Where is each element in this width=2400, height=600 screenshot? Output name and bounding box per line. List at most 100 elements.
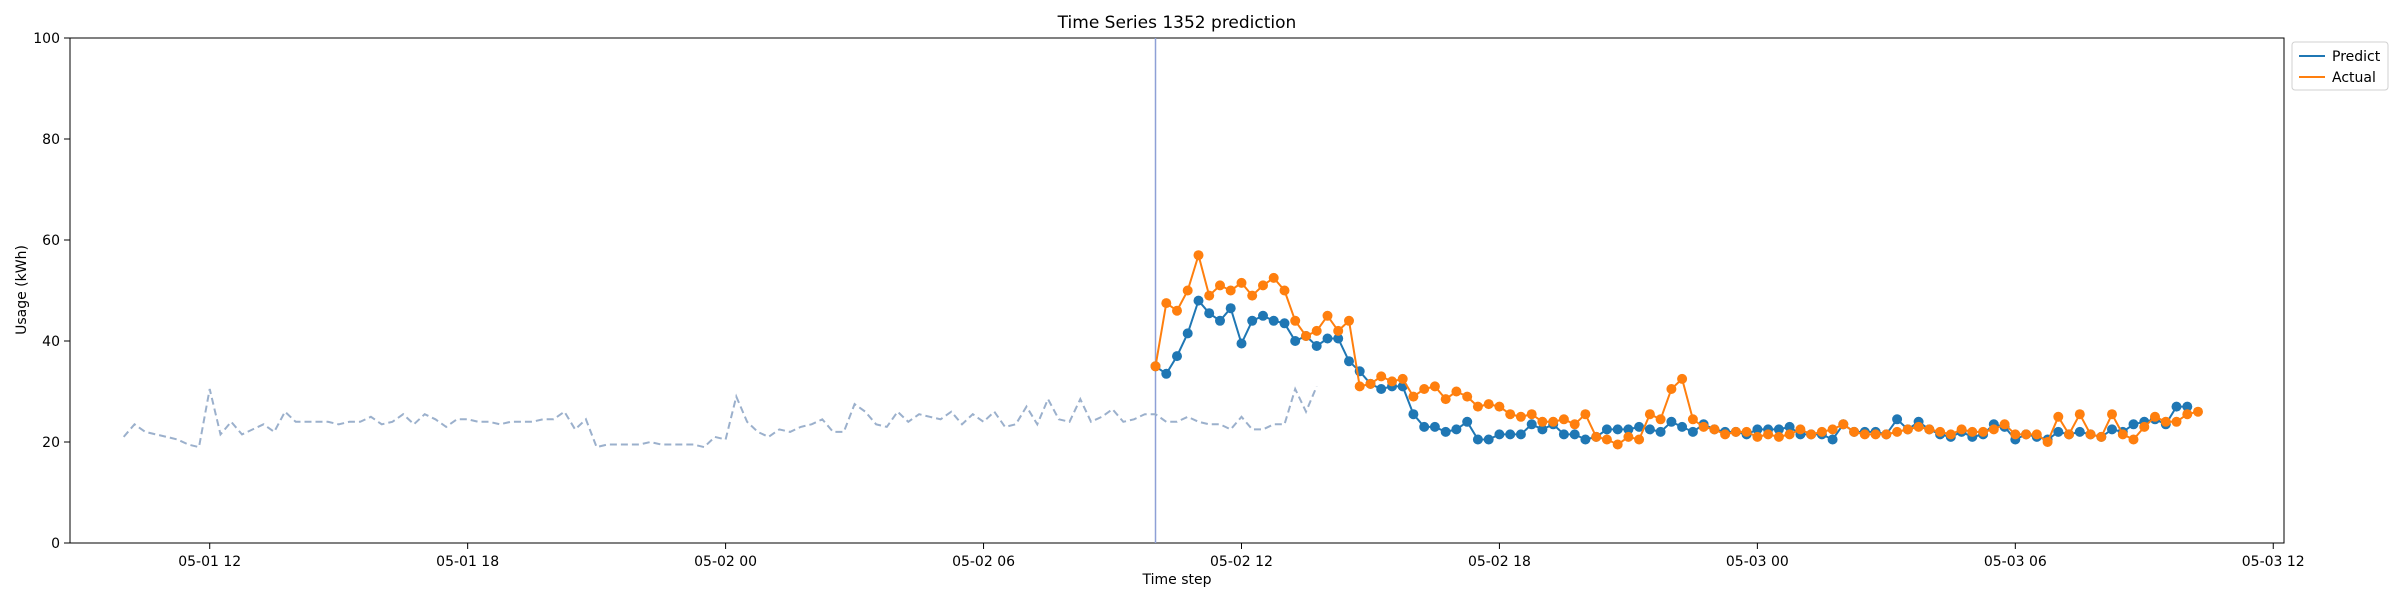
actual-point: [2160, 416, 2171, 427]
predict-point: [1376, 384, 1387, 394]
actual-point: [1172, 305, 1182, 316]
actual-point: [1258, 280, 1268, 291]
predict-point: [1215, 315, 1225, 326]
predict-point: [1483, 434, 1494, 445]
predict-point: [1580, 434, 1591, 445]
predict-point: [2074, 426, 2085, 437]
predict-point: [1236, 338, 1247, 349]
actual-point: [1988, 424, 1999, 435]
actual-point: [1247, 290, 1258, 301]
actual-point: [1741, 426, 1752, 437]
actual-point: [1569, 419, 1580, 430]
actual-point: [1301, 331, 1311, 341]
actual-point: [1472, 401, 1483, 412]
predict-point: [2107, 424, 2117, 435]
actual-point: [1956, 424, 1967, 435]
predict-point: [1515, 429, 1526, 440]
predict-point: [1258, 310, 1268, 321]
predict-point: [1462, 416, 1473, 427]
actual-point: [1623, 431, 1634, 442]
actual-point: [1344, 315, 1354, 326]
actual-point: [2096, 431, 2107, 442]
x-tick-label: 05-01 12: [178, 554, 241, 570]
predict-point: [1634, 421, 1645, 432]
x-tick-label: 05-02 06: [952, 554, 1015, 570]
actual-point: [1634, 434, 1645, 445]
legend-label-actual: Actual: [2332, 70, 2376, 86]
actual-point: [1666, 384, 1677, 394]
actual-point: [1730, 426, 1741, 437]
actual-point: [1612, 439, 1623, 450]
predict-point: [1892, 414, 1903, 425]
actual-point: [1419, 384, 1430, 394]
y-tick-label: 20: [42, 435, 60, 451]
predict-point: [1569, 429, 1580, 440]
legend-label-predict: Predict: [2332, 49, 2381, 65]
actual-point: [2193, 406, 2203, 417]
x-tick-label: 05-03 06: [1984, 554, 2047, 570]
actual-point: [1161, 298, 1172, 309]
actual-point: [2117, 429, 2128, 440]
predict-point: [1344, 356, 1354, 367]
series-actual: [1150, 250, 2203, 450]
actual-point: [1773, 431, 1784, 442]
actual-point: [1204, 290, 1215, 301]
actual-point: [2010, 429, 2021, 440]
actual-point: [1655, 414, 1666, 425]
actual-point: [1591, 431, 1602, 442]
actual-point: [1967, 426, 1978, 437]
predict-point: [1322, 333, 1333, 344]
actual-point: [1709, 424, 1720, 435]
predict-point: [1472, 434, 1483, 445]
predict-point: [1408, 409, 1419, 420]
series-layer: [122, 250, 2203, 450]
actual-point: [1236, 277, 1247, 288]
actual-point: [2182, 409, 2193, 420]
predict-point: [1193, 295, 1204, 306]
predict-point: [1279, 318, 1290, 329]
actual-point: [1365, 378, 1376, 389]
predict-point: [1440, 426, 1451, 437]
actual-point: [1397, 373, 1408, 384]
predict-point: [1752, 424, 1763, 435]
actual-point: [2107, 409, 2117, 420]
actual-point: [1838, 419, 1849, 430]
predict-point: [1773, 424, 1784, 435]
actual-point: [1892, 426, 1903, 437]
x-tick-label: 05-03 00: [1726, 554, 1789, 570]
actual-point: [1644, 409, 1655, 420]
actual-point: [1429, 381, 1440, 392]
actual-point: [1913, 421, 1924, 432]
actual-point: [1505, 409, 1516, 420]
predict-point: [1505, 429, 1516, 440]
x-tick-label: 05-01 18: [436, 554, 499, 570]
predict-point: [1623, 424, 1634, 435]
actual-point: [1526, 409, 1537, 420]
actual-point: [1376, 371, 1387, 382]
actual-point: [2139, 421, 2150, 432]
actual-point: [1215, 280, 1225, 291]
actual-point: [1945, 429, 1956, 440]
actual-point: [1462, 391, 1473, 402]
predict-point: [1494, 429, 1505, 440]
actual-point: [1816, 426, 1827, 437]
predict-point: [1161, 368, 1172, 379]
predict-point: [1311, 341, 1322, 351]
actual-point: [1311, 325, 1322, 336]
predict-point: [1182, 328, 1193, 339]
actual-point: [1193, 250, 1204, 261]
predict-point: [1601, 424, 1612, 435]
actual-point: [2128, 434, 2139, 445]
predict-point: [1429, 421, 1440, 432]
actual-point: [1795, 424, 1806, 435]
actual-point: [1687, 414, 1698, 425]
y-tick-label: 80: [42, 132, 60, 148]
y-axis: 0 20 40 60 80 100: [33, 31, 70, 552]
predict-point: [1655, 426, 1666, 437]
x-tick-label: 05-03 12: [2242, 554, 2305, 570]
plot-area-frame: [69, 37, 2285, 544]
x-tick-label: 05-02 12: [1210, 554, 1273, 570]
actual-point: [2053, 411, 2064, 422]
